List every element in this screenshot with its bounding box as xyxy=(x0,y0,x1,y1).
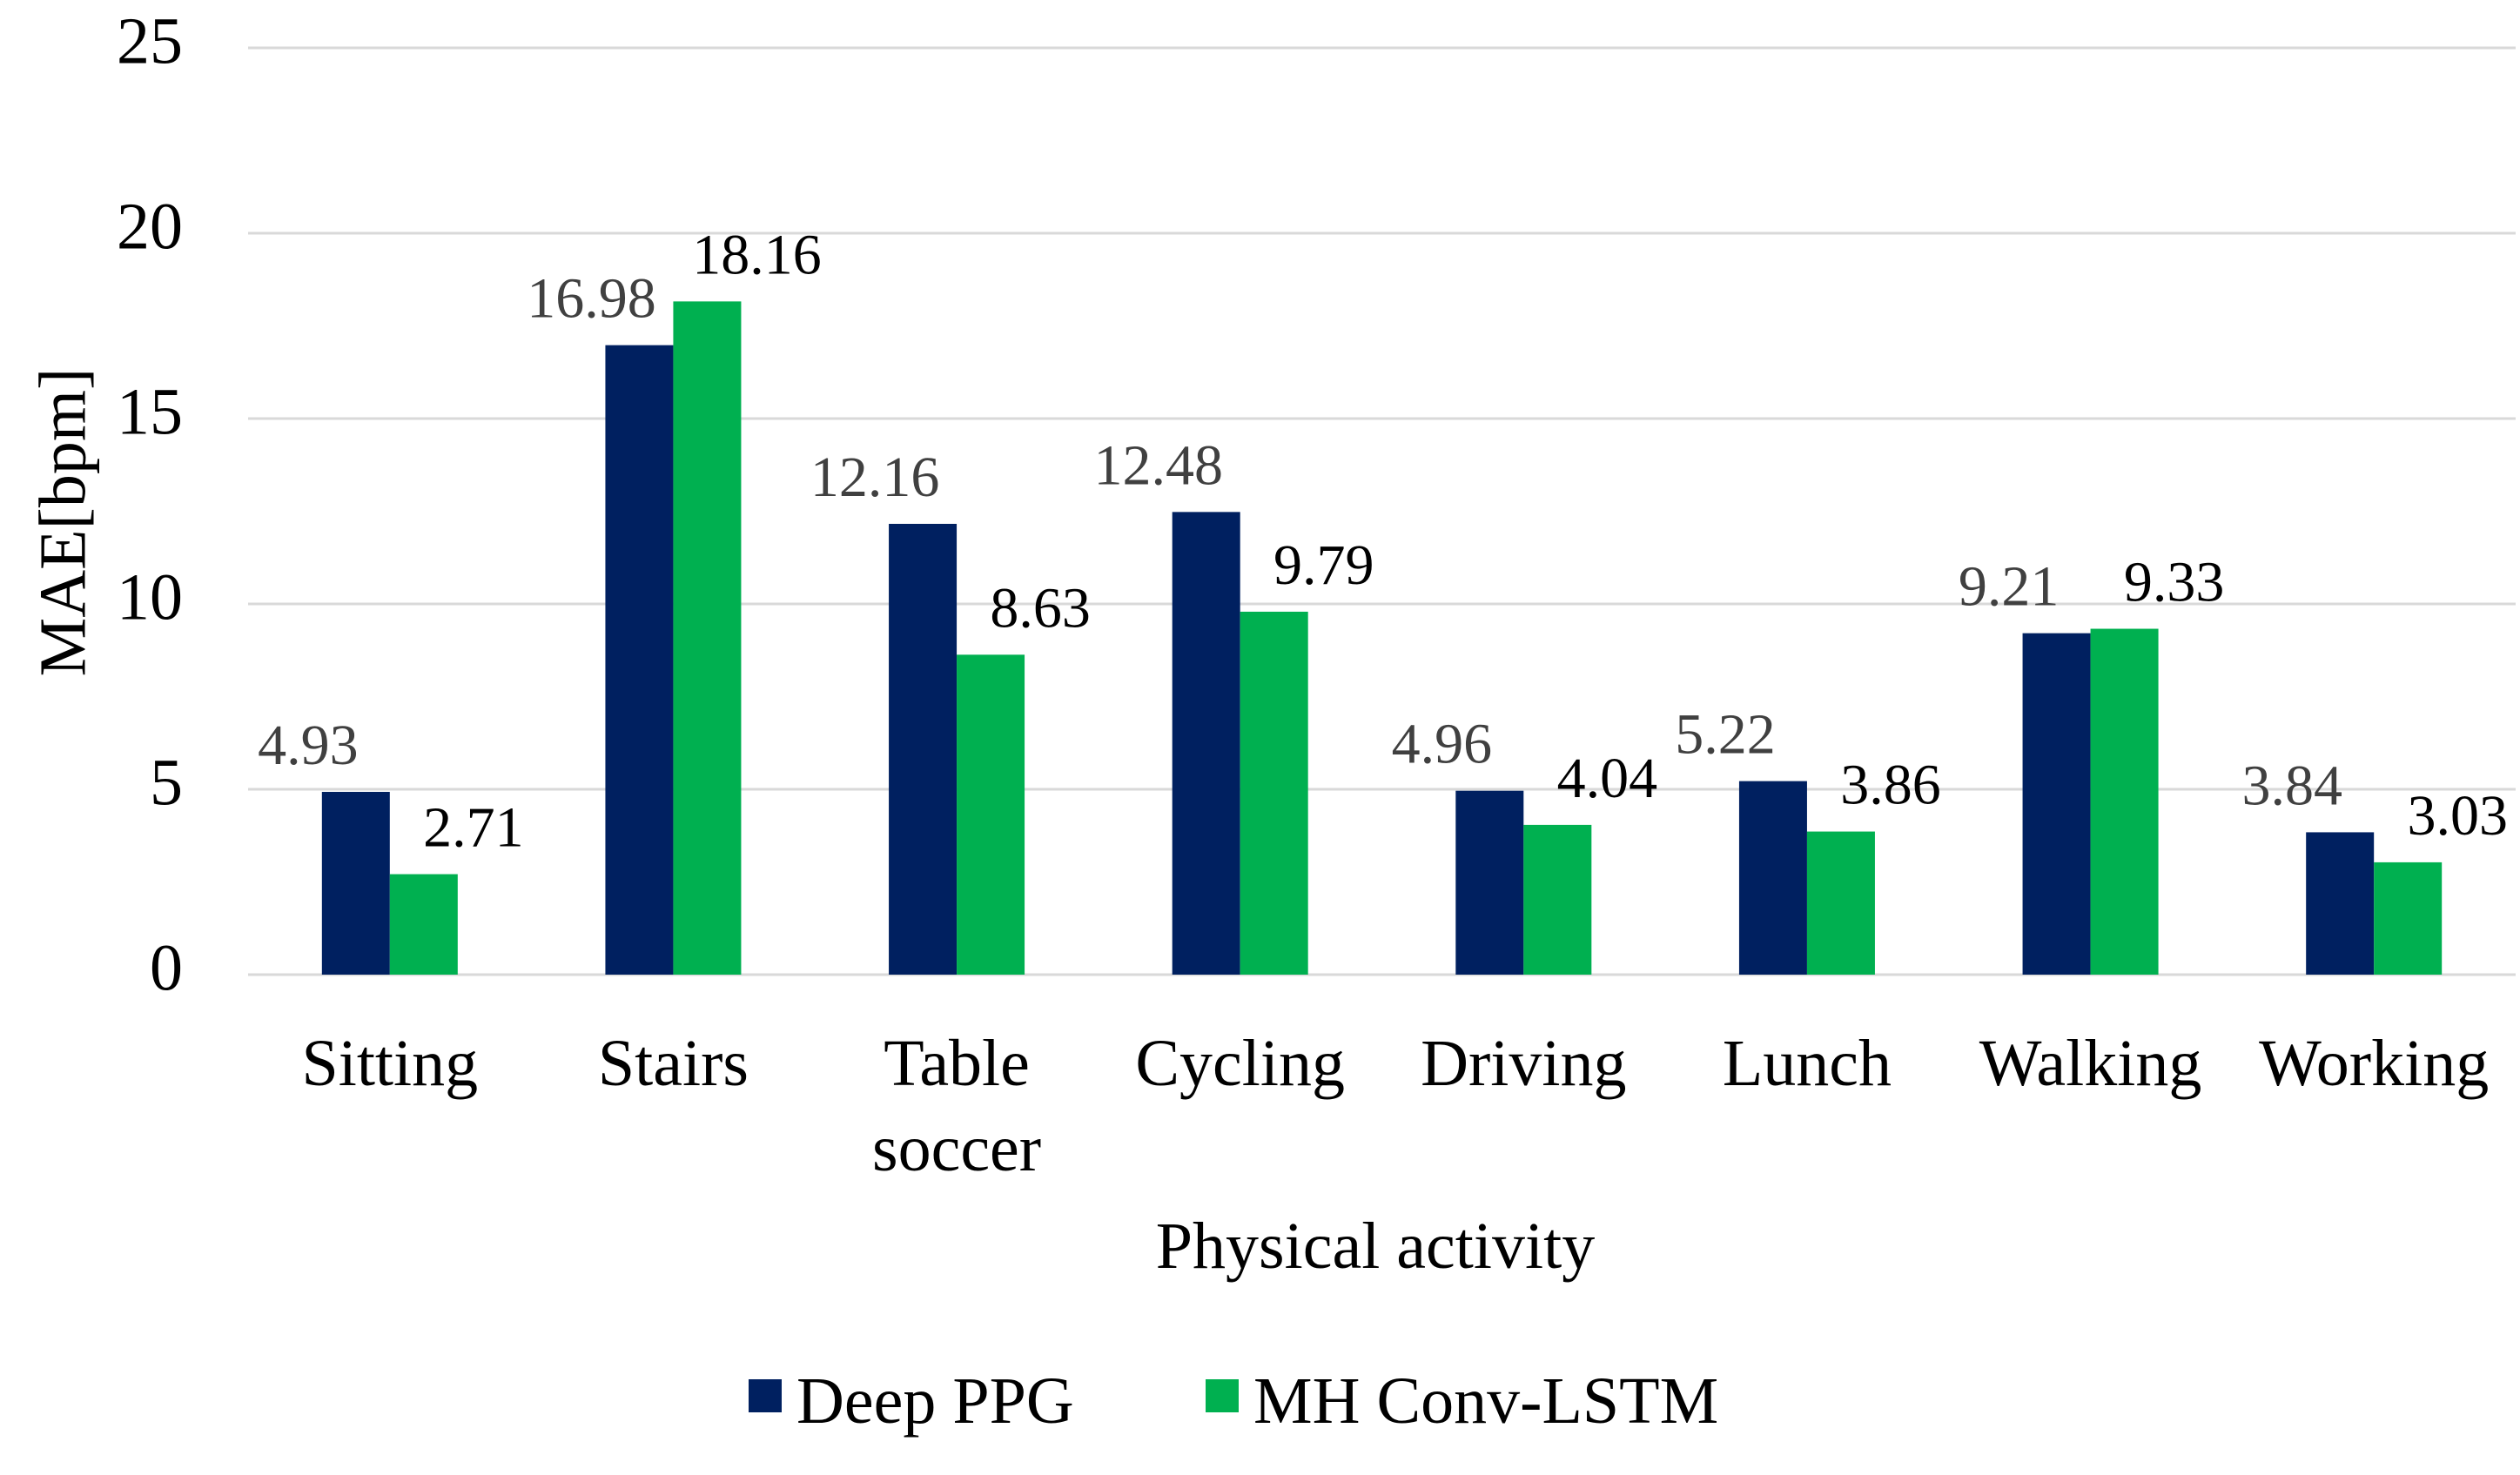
data-label: 3.86 xyxy=(1840,754,1941,817)
data-label: 12.16 xyxy=(810,446,940,509)
x-category-label: Stairs xyxy=(598,1027,749,1100)
bar-deep-ppg xyxy=(2022,633,2091,975)
bar-deep-ppg xyxy=(1172,512,1240,975)
y-tick-label: 25 xyxy=(117,4,183,77)
bars xyxy=(321,301,2443,976)
data-label: 4.04 xyxy=(1557,747,1658,810)
bar-mh-conv-lstm xyxy=(389,874,458,975)
gridlines xyxy=(248,46,2516,976)
x-category-label: Lunch xyxy=(1723,1027,1892,1100)
data-labels: 4.93 2.71 16.98 18.16 12.16 8.63 12.48 9.79 4.96… xyxy=(258,223,2508,859)
bar-deep-ppg xyxy=(1455,790,1524,975)
bar-mh-conv-lstm xyxy=(2374,862,2443,975)
data-label: 16.98 xyxy=(527,267,656,331)
data-label: 18.16 xyxy=(692,223,822,286)
x-category-label: Walking xyxy=(1979,1027,2202,1100)
bar-deep-ppg xyxy=(605,345,674,976)
data-label: 4.96 xyxy=(1392,713,1493,776)
data-label: 2.71 xyxy=(423,796,524,860)
legend-swatch xyxy=(749,1379,782,1412)
data-label: 9.79 xyxy=(1273,533,1374,597)
y-tick-label: 10 xyxy=(117,560,183,634)
bar-deep-ppg xyxy=(889,523,958,975)
y-axis-title: MAE[bpm] xyxy=(26,368,99,677)
bar-mh-conv-lstm xyxy=(957,654,1025,975)
bar-mh-conv-lstm xyxy=(1240,611,1308,975)
x-category-label: Table xyxy=(884,1027,1030,1100)
bar-mh-conv-lstm xyxy=(1523,824,1592,975)
bar-mh-conv-lstm xyxy=(2090,628,2159,975)
y-axis-ticks: 0 5 10 15 20 25 xyxy=(117,4,183,1004)
y-tick-label: 15 xyxy=(117,375,183,448)
bar-deep-ppg xyxy=(2306,832,2375,975)
data-label: 12.48 xyxy=(1093,433,1223,497)
y-tick-label: 20 xyxy=(117,190,183,263)
y-tick-label: 5 xyxy=(150,746,183,819)
bar-mh-conv-lstm xyxy=(1806,831,1875,975)
x-category-label: soccer xyxy=(872,1112,1041,1185)
y-tick-label: 0 xyxy=(150,931,183,1004)
legend-label: Deep PPG xyxy=(796,1364,1074,1438)
data-label: 3.84 xyxy=(2241,754,2342,817)
data-label: 5.22 xyxy=(1675,703,1776,767)
x-category-label: Sitting xyxy=(301,1027,478,1100)
data-label: 9.33 xyxy=(2124,551,2225,614)
x-axis-categories: Sitting Stairs Table soccer Cycling Driving Lu… xyxy=(301,1027,2489,1185)
x-category-label: Driving xyxy=(1421,1027,1626,1100)
data-label: 3.03 xyxy=(2407,784,2508,848)
legend-label: MH Conv-LSTM xyxy=(1253,1364,1718,1438)
bar-deep-ppg xyxy=(1738,781,1807,975)
data-label: 8.63 xyxy=(990,576,1091,640)
bar-mh-conv-lstm xyxy=(673,301,742,975)
x-axis-title: Physical activity xyxy=(1156,1210,1595,1283)
data-label: 4.93 xyxy=(258,714,359,777)
data-label: 9.21 xyxy=(1959,555,2060,619)
legend: Deep PPG MH Conv-LSTM xyxy=(749,1364,1718,1438)
bar-deep-ppg xyxy=(321,791,390,975)
legend-swatch xyxy=(1206,1379,1239,1412)
x-category-label: Cycling xyxy=(1135,1027,1345,1100)
x-category-label: Working xyxy=(2259,1027,2489,1100)
